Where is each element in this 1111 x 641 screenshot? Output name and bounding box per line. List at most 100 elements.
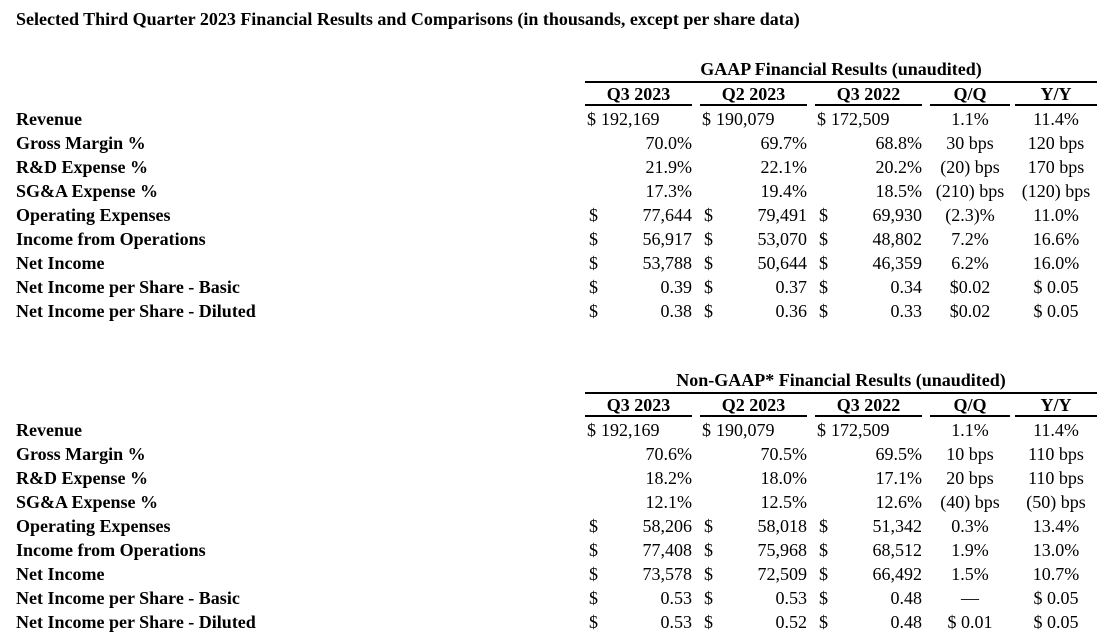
- cell-value: 0.36: [775, 301, 808, 321]
- table-cell: 17.3%: [585, 179, 693, 203]
- column-header: Q2 2023: [700, 82, 807, 106]
- table-cell: $72,509: [700, 562, 807, 586]
- currency-symbol: $: [589, 301, 598, 321]
- row-label: R&D Expense %: [16, 468, 149, 488]
- table-cell: 13.0%: [1032, 540, 1080, 560]
- table-cell: 7.2%: [951, 229, 989, 249]
- table-cell: $0.02: [949, 301, 991, 321]
- cell-value: 0.37: [775, 277, 808, 297]
- table-cell: 18.0%: [700, 466, 808, 490]
- table-cell: 12.5%: [700, 490, 808, 514]
- table-cell: $79,491: [700, 203, 807, 227]
- cell-value: 79,491: [757, 205, 808, 225]
- currency-symbol: $: [704, 253, 713, 273]
- currency-symbol: $: [704, 229, 713, 249]
- row-label: Net Income per Share - Basic: [16, 277, 240, 297]
- table-cell: 12.1%: [585, 490, 693, 514]
- table-cell: 12.6%: [815, 490, 923, 514]
- row-label: Net Income: [16, 564, 105, 584]
- row-label: Revenue: [16, 109, 82, 129]
- cell-value: 77,644: [642, 205, 693, 225]
- table-cell: $192,169: [585, 107, 692, 131]
- row-label: Income from Operations: [16, 229, 206, 249]
- table-cell: 16.0%: [1032, 253, 1080, 273]
- cell-value: 0.38: [660, 301, 693, 321]
- currency-symbol: $: [819, 229, 828, 249]
- table-cell: $75,968: [700, 538, 807, 562]
- column-header: Q3 2022: [815, 82, 922, 106]
- table-cell: (20) bps: [940, 157, 1000, 177]
- heading-rule: [585, 81, 1097, 83]
- table-cell: 11.4%: [1033, 420, 1079, 440]
- cell-value: 58,018: [757, 516, 808, 536]
- cell-value: 48,802: [872, 229, 923, 249]
- table-cell: 11.4%: [1033, 109, 1079, 129]
- currency-symbol: $: [589, 516, 598, 536]
- cell-value: 172,509: [831, 420, 890, 440]
- currency-symbol: $: [817, 109, 826, 129]
- currency-symbol: $: [704, 516, 713, 536]
- cell-value: 0.33: [890, 301, 923, 321]
- table-cell: 70.0%: [585, 131, 693, 155]
- row-label: Net Income per Share - Diluted: [16, 612, 256, 632]
- table-cell: $0.48: [815, 610, 922, 634]
- cell-value: 0.53: [775, 588, 808, 608]
- currency-symbol: $: [819, 205, 828, 225]
- currency-symbol: $: [819, 253, 828, 273]
- cell-value: 70.5%: [760, 444, 808, 464]
- cell-value: 70.0%: [645, 133, 693, 153]
- currency-symbol: $: [589, 612, 598, 632]
- table-cell: 1.1%: [951, 109, 989, 129]
- table-cell: (50) bps: [1026, 492, 1086, 512]
- table-cell: 110 bps: [1028, 444, 1084, 464]
- table-cell: 70.6%: [585, 442, 693, 466]
- table-cell: 170 bps: [1027, 157, 1085, 177]
- cell-value: 75,968: [757, 540, 808, 560]
- table-cell: $ 0.05: [1033, 277, 1079, 297]
- row-label: Net Income: [16, 253, 105, 273]
- row-label: R&D Expense %: [16, 157, 149, 177]
- currency-symbol: $: [819, 277, 828, 297]
- cell-value: 19.4%: [760, 181, 808, 201]
- table-cell: (2.3)%: [945, 205, 995, 225]
- cell-value: 0.53: [660, 612, 693, 632]
- table-heading: GAAP Financial Results (unaudited): [700, 59, 982, 79]
- cell-value: 51,342: [872, 516, 923, 536]
- row-label: Operating Expenses: [16, 516, 171, 536]
- table-cell: 6.2%: [951, 253, 989, 273]
- table-cell: $58,018: [700, 514, 807, 538]
- cell-value: 56,917: [642, 229, 693, 249]
- column-header: Q/Q: [930, 393, 1010, 417]
- table-cell: $ 0.05: [1033, 301, 1079, 321]
- table-cell: 22.1%: [700, 155, 808, 179]
- cell-value: 77,408: [642, 540, 693, 560]
- currency-symbol: $: [819, 540, 828, 560]
- cell-value: 66,492: [872, 564, 923, 584]
- cell-value: 58,206: [642, 516, 693, 536]
- cell-value: 69.7%: [760, 133, 808, 153]
- cell-value: 190,079: [716, 420, 775, 440]
- table-cell: $192,169: [585, 418, 692, 442]
- table-cell: $53,788: [585, 251, 692, 275]
- row-label: Net Income per Share - Diluted: [16, 301, 256, 321]
- table-cell: $77,408: [585, 538, 692, 562]
- cell-value: 18.5%: [875, 181, 923, 201]
- table-cell: $0.38: [585, 299, 692, 323]
- table-cell: $0.53: [585, 586, 692, 610]
- table-cell: $68,512: [815, 538, 922, 562]
- table-cell: $0.48: [815, 586, 922, 610]
- table-cell: 16.6%: [1032, 229, 1080, 249]
- table-cell: $46,359: [815, 251, 922, 275]
- table-cell: $ 0.05: [1033, 612, 1079, 632]
- cell-value: 190,079: [716, 109, 775, 129]
- table-cell: $50,644: [700, 251, 807, 275]
- currency-symbol: $: [704, 612, 713, 632]
- cell-value: 17.3%: [645, 181, 693, 201]
- table-cell: $77,644: [585, 203, 692, 227]
- table-cell: 1.1%: [951, 420, 989, 440]
- table-cell: 20.2%: [815, 155, 923, 179]
- table-cell: $58,206: [585, 514, 692, 538]
- table-cell: 19.4%: [700, 179, 808, 203]
- table-cell: 10.7%: [1032, 564, 1080, 584]
- table-cell: $0.53: [700, 586, 807, 610]
